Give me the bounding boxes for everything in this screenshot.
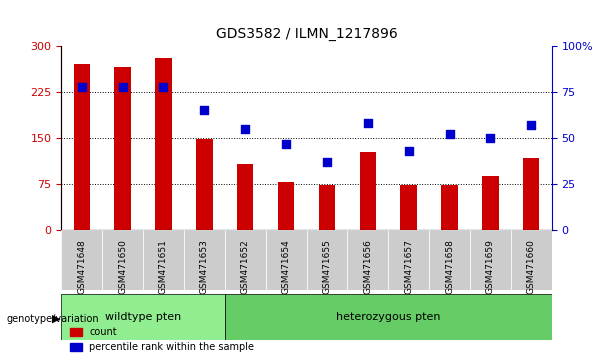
Bar — [225, 294, 552, 340]
Bar — [319, 185, 335, 230]
Point — [363, 120, 373, 126]
Point — [444, 132, 454, 137]
Bar — [348, 230, 388, 290]
Text: GSM471656: GSM471656 — [364, 239, 372, 294]
Point — [240, 126, 250, 132]
Point — [159, 84, 169, 89]
Bar — [74, 64, 90, 230]
Title: GDS3582 / ILMN_1217896: GDS3582 / ILMN_1217896 — [216, 27, 397, 41]
Text: GSM471659: GSM471659 — [486, 239, 495, 294]
Bar — [441, 185, 458, 230]
Bar — [470, 230, 511, 290]
Text: GSM471653: GSM471653 — [200, 239, 209, 294]
Bar — [400, 185, 417, 230]
Text: GSM471660: GSM471660 — [527, 239, 536, 294]
Point — [281, 141, 291, 147]
Bar — [511, 230, 552, 290]
Point — [199, 108, 209, 113]
Text: GSM471650: GSM471650 — [118, 239, 127, 294]
Legend: count, percentile rank within the sample: count, percentile rank within the sample — [66, 324, 259, 354]
Point — [77, 84, 86, 89]
Text: heterozygous pten: heterozygous pten — [336, 312, 441, 322]
Bar — [523, 158, 539, 230]
Bar — [360, 152, 376, 230]
Bar — [429, 230, 470, 290]
Text: GSM471654: GSM471654 — [281, 239, 291, 294]
Text: GSM471657: GSM471657 — [404, 239, 413, 294]
Bar — [265, 230, 306, 290]
Text: genotype/variation: genotype/variation — [6, 314, 99, 324]
Text: GSM471658: GSM471658 — [445, 239, 454, 294]
Bar — [61, 294, 225, 340]
Text: GSM471651: GSM471651 — [159, 239, 168, 294]
Bar — [237, 164, 253, 230]
Bar — [196, 139, 213, 230]
Bar — [184, 230, 225, 290]
Bar — [155, 58, 172, 230]
Text: GSM471652: GSM471652 — [241, 239, 249, 294]
Bar — [115, 68, 131, 230]
Bar — [306, 230, 348, 290]
Text: GSM471648: GSM471648 — [77, 239, 86, 294]
Bar — [225, 230, 265, 290]
Text: GSM471655: GSM471655 — [322, 239, 332, 294]
Bar — [278, 182, 294, 230]
Bar — [61, 230, 102, 290]
Bar — [143, 230, 184, 290]
Text: ▶: ▶ — [52, 314, 61, 324]
Text: wildtype pten: wildtype pten — [105, 312, 181, 322]
Point — [404, 148, 414, 154]
Point — [485, 135, 495, 141]
Bar — [102, 230, 143, 290]
Bar — [482, 176, 498, 230]
Point — [527, 122, 536, 128]
Bar — [388, 230, 429, 290]
Point — [118, 84, 128, 89]
Point — [322, 159, 332, 165]
